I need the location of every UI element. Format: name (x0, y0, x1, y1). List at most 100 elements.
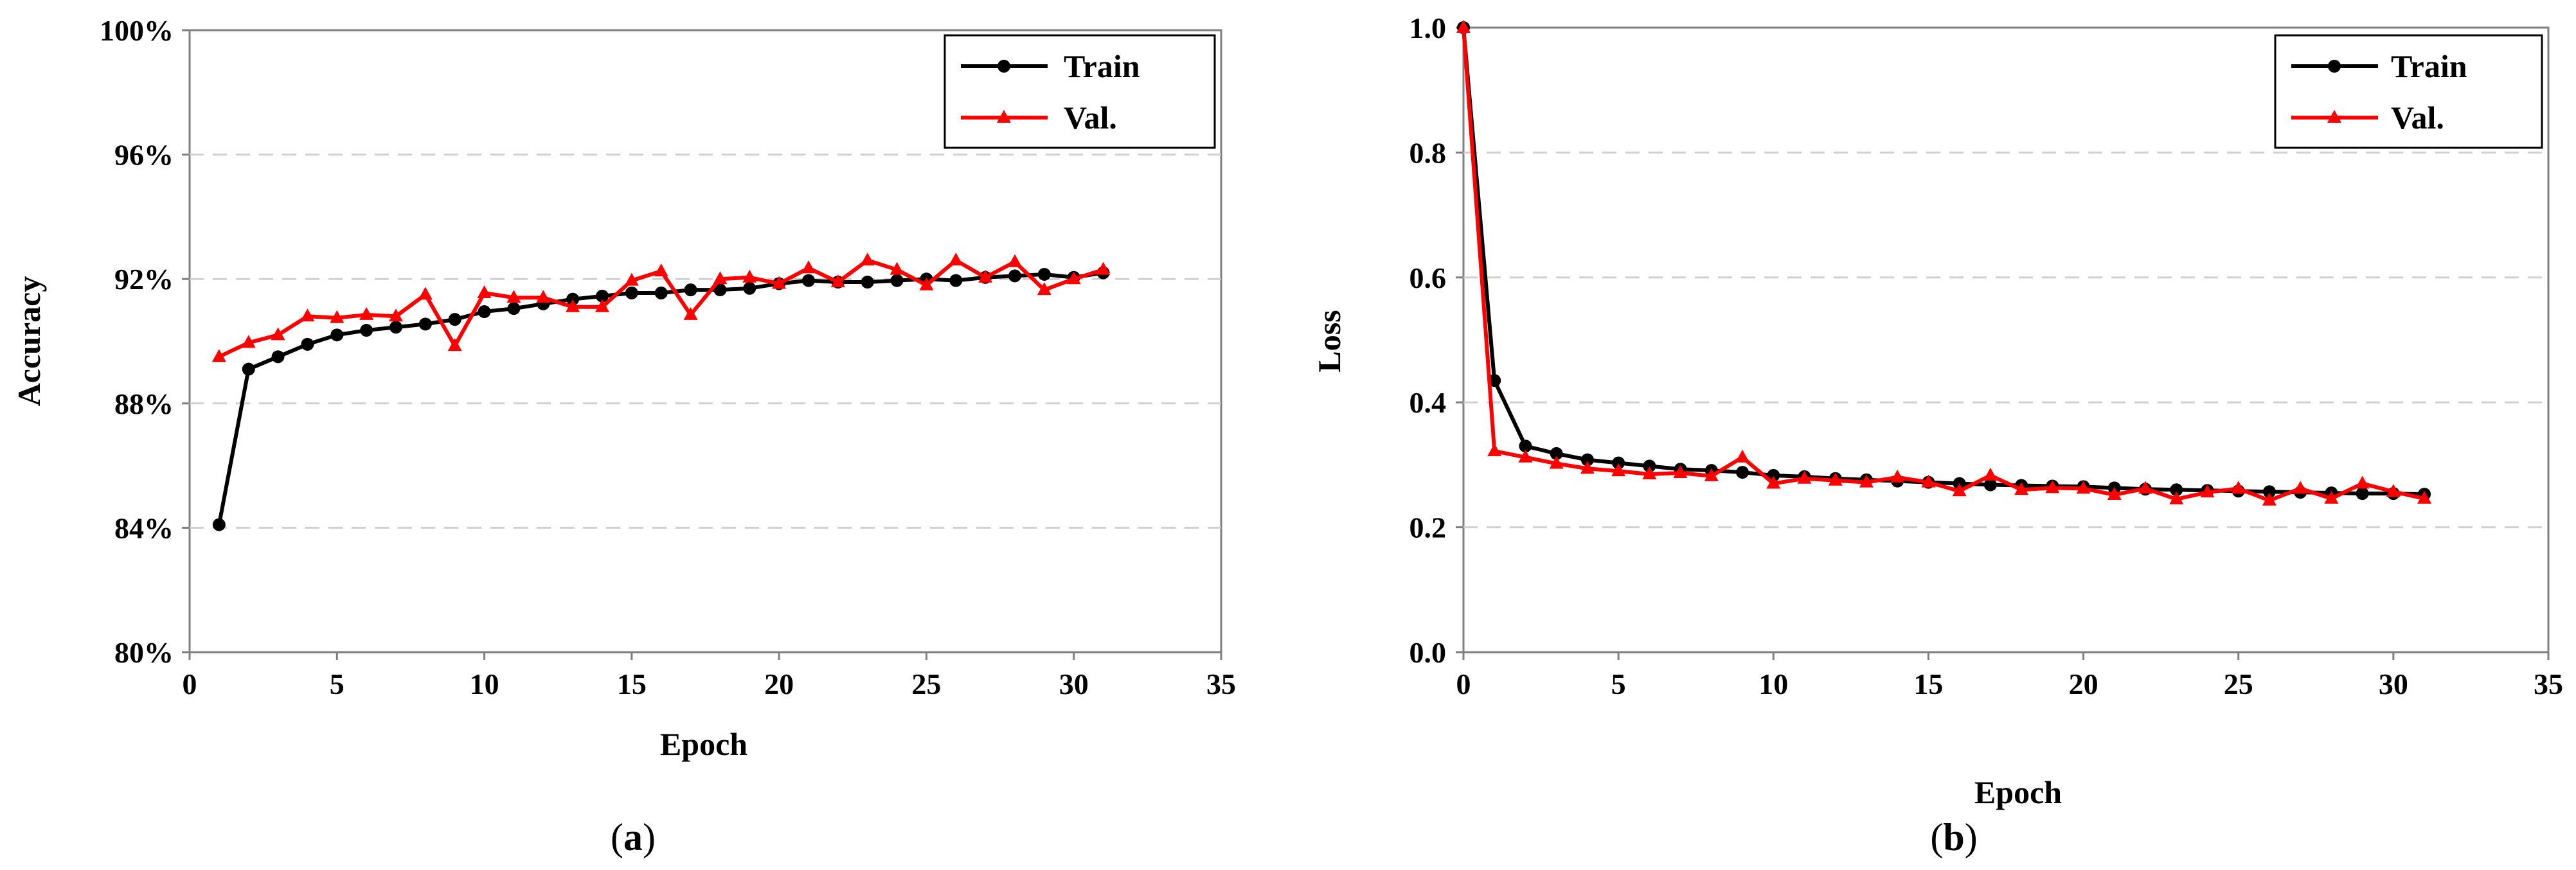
x-tick-label-loss: 0 (1456, 668, 1471, 700)
data-point-val (1797, 470, 1812, 484)
legend-accuracy: Train Val. (944, 34, 1216, 149)
data-point-val (1456, 20, 1471, 33)
panel-label-a: (a) (611, 816, 656, 858)
data-point-train (684, 283, 697, 297)
legend-marker-val (997, 110, 1011, 123)
y-tick-label-loss: 0.2 (1409, 511, 1447, 544)
data-point-val (1704, 468, 1719, 481)
data-point-val (1828, 472, 1843, 486)
legend-label-train: Train (1064, 48, 1140, 84)
data-point-train (625, 286, 638, 299)
data-point-train (596, 289, 609, 303)
x-tick-label-acc: 10 (470, 668, 499, 700)
y-tick-label-loss: 0.8 (1409, 136, 1447, 169)
data-point-train (861, 276, 874, 289)
y-tick-label-acc: 84% (114, 511, 174, 544)
plot-area-loss (1462, 26, 2550, 653)
data-point-val (389, 308, 403, 322)
data-point-val (2169, 491, 2184, 504)
data-point-train (1643, 459, 1656, 473)
x-tick-label-acc: 35 (1206, 668, 1236, 700)
y-tick-labels-loss: 0.0 0.2 0.4 0.6 0.8 1.0 (1409, 12, 1447, 669)
legend-marker-train (997, 60, 1010, 73)
data-point-val (1859, 474, 1874, 488)
data-point-val (919, 277, 934, 290)
data-point-train (301, 337, 314, 351)
data-point-train (1612, 456, 1625, 470)
legend-marker-val-loss (2327, 110, 2341, 123)
data-point-val (949, 253, 963, 266)
y-tick-label-loss: 0.0 (1409, 636, 1447, 669)
data-point-val (2324, 490, 2339, 504)
y-tick-label-acc: 96% (114, 139, 174, 172)
data-point-val (477, 285, 492, 298)
data-point-val (978, 269, 993, 283)
data-point-val (1673, 465, 1688, 479)
x-tick-label-acc: 5 (330, 668, 344, 700)
data-point-val (1611, 463, 1626, 477)
data-point-val (595, 299, 609, 312)
data-point-train (743, 281, 756, 295)
y-tick-label-loss: 0.4 (1409, 386, 1447, 419)
data-point-train (1983, 478, 1997, 492)
data-point-val (1921, 474, 1936, 488)
legend-label-val-loss: Val. (2391, 100, 2444, 136)
data-point-train (713, 283, 727, 297)
data-point-val (1066, 271, 1081, 285)
y-tick-label-acc: 92% (114, 263, 174, 296)
data-point-val (2262, 492, 2276, 506)
data-point-train (1550, 447, 1563, 460)
data-point-val (2386, 484, 2401, 497)
data-point-val (1735, 449, 1750, 463)
panel-label-b: (b) (1930, 816, 1977, 858)
data-point-val (506, 290, 521, 303)
chart-accuracy: 80% 84% 88% 92% 96% 100% 0 5 10 15 20 25 30 35 Accur… (11, 14, 1236, 858)
data-point-val (300, 308, 315, 322)
data-point-val (801, 260, 816, 274)
x-tick-label-acc: 30 (1059, 668, 1089, 700)
data-point-val (536, 290, 551, 303)
data-point-train (1519, 439, 1532, 453)
data-point-val (2231, 481, 2246, 494)
series-accuracy (211, 253, 1111, 531)
data-point-train (2170, 483, 2183, 497)
x-tick-label-loss: 25 (2224, 668, 2253, 700)
gridlines-loss (1456, 26, 2550, 660)
x-tick-label-acc: 0 (183, 668, 197, 700)
data-point-val (830, 274, 845, 288)
data-point-val (890, 262, 904, 275)
data-point-train (2262, 485, 2276, 499)
legend-loss: Train Val. (2274, 34, 2543, 149)
data-point-val (713, 271, 728, 285)
data-point-val (1518, 449, 1533, 463)
data-point-val (241, 335, 256, 348)
data-point-train (478, 305, 491, 319)
data-point-train (507, 302, 521, 315)
y-tick-label-acc: 80% (114, 636, 174, 669)
data-point-val (359, 306, 374, 320)
data-point-val (1766, 475, 1781, 489)
x-axis-label-loss: Epoch (1974, 774, 2062, 810)
data-point-train (1037, 267, 1051, 281)
data-point-train (448, 313, 461, 326)
data-point-val (1096, 262, 1111, 275)
data-point-val (742, 269, 757, 283)
data-point-val (211, 349, 226, 362)
data-point-val (1580, 461, 1595, 474)
legend-box-accuracy (944, 34, 1216, 149)
data-point-val (271, 327, 285, 341)
x-tick-labels-loss: 0 5 10 15 20 25 30 35 (1456, 668, 2564, 700)
x-tick-label-loss: 30 (2379, 668, 2408, 700)
y-tick-label-loss: 1.0 (1409, 12, 1447, 44)
data-point-val (2200, 484, 2215, 498)
data-point-val (1008, 254, 1022, 267)
data-point-train (271, 350, 285, 364)
data-point-train (360, 324, 373, 337)
x-tick-labels-accuracy: 0 5 10 15 20 25 30 35 (183, 668, 1237, 700)
x-tick-label-loss: 35 (2534, 668, 2563, 700)
legend-marker-train-loss (2328, 60, 2341, 73)
data-point-train (242, 362, 255, 376)
data-point-val (418, 287, 433, 300)
data-point-val (1549, 456, 1564, 469)
